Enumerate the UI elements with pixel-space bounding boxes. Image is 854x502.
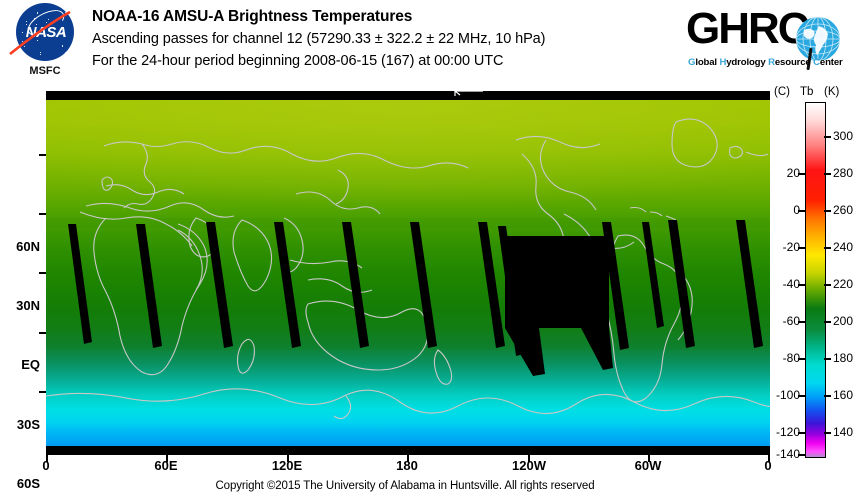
cb-label-k-200: 200 [833, 314, 853, 328]
colorbar-kelvin-labels: 300 280 260 240 220 200 180 160 140 [833, 96, 854, 462]
y-tick-30n [39, 213, 46, 215]
map-plot-area [46, 91, 770, 455]
page-header: NASA MSFC NOAA-16 AMSU-A Brightness Temp… [0, 0, 854, 86]
colorbar-unit-tb: Tb [800, 86, 813, 98]
x-tick-label-0: 0 [30, 458, 62, 473]
cb-tick-k-280 [824, 173, 831, 175]
cb-label-k-280: 280 [833, 166, 853, 180]
y-tick-label-eq: EQ [2, 357, 40, 372]
colorbar-tick-marks [805, 102, 824, 456]
y-tick-label-30s: 30S [2, 417, 40, 432]
no-data-swath-gaps [46, 100, 770, 446]
cb-label-k-240: 240 [833, 240, 853, 254]
cb-tick-k-140 [824, 432, 831, 434]
y-tick-60s [39, 391, 46, 393]
cb-label-k-220: 220 [833, 277, 853, 291]
x-tick-label-120e: 120E [271, 458, 303, 473]
cb-label-k-260: 260 [833, 203, 853, 217]
orbit-start-marker [449, 85, 489, 97]
x-tick-label-60w: 60W [632, 458, 664, 473]
cb-label-c-m80: -80 [762, 351, 800, 365]
y-tick-eq [39, 272, 46, 274]
cb-label-k-180: 180 [833, 351, 853, 365]
cb-tick-k-300 [824, 136, 831, 138]
page-subtitle: Ascending passes for channel 12 (57290.3… [92, 28, 672, 50]
ghrc-subtitle: Global Hydrology Resource Center [688, 57, 843, 68]
cb-tick-k-240 [824, 247, 831, 249]
colorbar-celsius-labels: 20 0 -20 -40 -60 -80 -100 -120 -140 [760, 96, 800, 462]
x-tick-label-120w: 120W [512, 458, 544, 473]
cb-label-k-140: 140 [833, 425, 853, 439]
y-tick-30s [39, 332, 46, 334]
y-tick-label-60n: 60N [2, 239, 40, 254]
cb-label-c-m40: -40 [762, 277, 800, 291]
x-axis-labels: 0 60E 120E 180 120W 60W 0 [0, 455, 854, 477]
cb-label-c-0: 0 [762, 203, 800, 217]
page-title: NOAA-16 AMSU-A Brightness Temperatures [92, 6, 672, 28]
cb-label-k-300: 300 [833, 129, 853, 143]
y-tick-60n [39, 154, 46, 156]
cb-tick-k-260 [824, 210, 831, 212]
x-tick-label-60e: 60E [150, 458, 182, 473]
nasa-swoosh-icon [8, 10, 82, 56]
cb-tick-k-200 [824, 321, 831, 323]
cb-label-k-160: 160 [833, 388, 853, 402]
cb-label-c-m60: -60 [762, 314, 800, 328]
title-block: NOAA-16 AMSU-A Brightness Temperatures A… [92, 6, 672, 72]
x-tick-label-180: 180 [391, 458, 423, 473]
map-field-clip [46, 100, 770, 446]
cb-tick-k-180 [824, 358, 831, 360]
cb-label-c-20: 20 [762, 166, 800, 180]
nasa-logo: NASA MSFC [8, 3, 82, 81]
cb-label-c-m120: -120 [762, 425, 800, 439]
y-tick-label-30n: 30N [2, 298, 40, 313]
ghrc-wordmark: GHRC [686, 6, 808, 52]
y-axis-labels: 60N 30N EQ 30S 60S [0, 91, 40, 455]
copyright-notice: Copyright ©2015 The University of Alabam… [0, 480, 810, 492]
cb-label-c-m140: -140 [762, 447, 800, 461]
nasa-center-label: MSFC [16, 65, 74, 77]
cb-label-c-m100: -100 [762, 388, 800, 402]
ghrc-logo: GHRC Global Hydrology Resource Center [686, 4, 848, 76]
cb-tick-k-160 [824, 395, 831, 397]
page-period: For the 24-hour period beginning 2008-06… [92, 50, 672, 72]
cb-tick-k-220 [824, 284, 831, 286]
y-axis-ticks [39, 91, 46, 455]
ghrc-globe-icon [795, 16, 841, 62]
cb-label-c-m20: -20 [762, 240, 800, 254]
